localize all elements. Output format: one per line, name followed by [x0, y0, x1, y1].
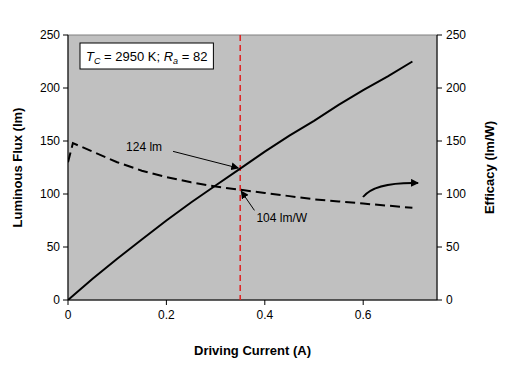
y-tick-label: 250: [40, 28, 60, 42]
y2-tick: [437, 88, 442, 89]
x-tick-label: 0.4: [256, 308, 273, 322]
x-tick: [166, 300, 167, 305]
y2-axis: [437, 35, 438, 300]
y-tick: [63, 247, 68, 248]
axis-indicator-arrow: [363, 183, 418, 197]
series-line: [68, 62, 412, 301]
y-tick: [63, 300, 68, 301]
x-tick: [363, 300, 364, 305]
annotation-arrow: [241, 191, 254, 210]
info-box: [80, 43, 213, 69]
y2-tick: [437, 194, 442, 195]
y-tick-label: 0: [53, 293, 60, 307]
info-value: = 2950 K;: [100, 49, 160, 64]
series-line: [68, 143, 412, 208]
y2-tick-label: 100: [446, 187, 466, 201]
y-tick-label: 200: [40, 81, 60, 95]
annotation-text: 104 lm/W: [256, 211, 307, 225]
y-axis: [68, 35, 69, 300]
annotation-arrow: [173, 151, 238, 168]
y2-axis-title: Efficacy (lm/W): [482, 121, 497, 214]
x-tick-label: 0: [65, 308, 72, 322]
x-tick: [264, 300, 265, 305]
plot-group: [68, 35, 412, 300]
y2-tick-label: 250: [446, 28, 466, 42]
info-symbol: R: [160, 49, 173, 64]
x-tick-label: 0.2: [158, 308, 175, 322]
y2-tick-label: 0: [446, 293, 453, 307]
y-tick: [63, 141, 68, 142]
y2-tick: [437, 247, 442, 248]
y2-tick-label: 200: [446, 81, 466, 95]
y2-tick: [437, 35, 442, 36]
annotation-text: 124 lm: [126, 140, 162, 154]
y2-tick: [437, 141, 442, 142]
plot-area: [68, 35, 437, 300]
y-tick: [63, 194, 68, 195]
x-tick-label: 0.6: [355, 308, 372, 322]
y2-tick-label: 50: [446, 240, 460, 254]
x-axis: [68, 300, 437, 301]
y2-tick-label: 150: [446, 134, 466, 148]
y-tick: [63, 88, 68, 89]
info-text: TC = 2950 K; Ra = 82: [86, 49, 207, 66]
chart: 0 0.2 0.4 0.6 0 50 100 150 200 250 0 50 100 150 200 250…: [0, 0, 507, 366]
y-tick-label: 100: [40, 187, 60, 201]
y2-tick: [437, 300, 442, 301]
y-axis-title: Luminous Flux (lm): [10, 108, 25, 228]
info-value: = 82: [178, 49, 207, 64]
y-tick-label: 150: [40, 134, 60, 148]
y-tick-label: 50: [47, 240, 61, 254]
x-tick: [68, 300, 69, 305]
x-axis-title: Driving Current (A): [194, 343, 311, 358]
y-tick: [63, 35, 68, 36]
